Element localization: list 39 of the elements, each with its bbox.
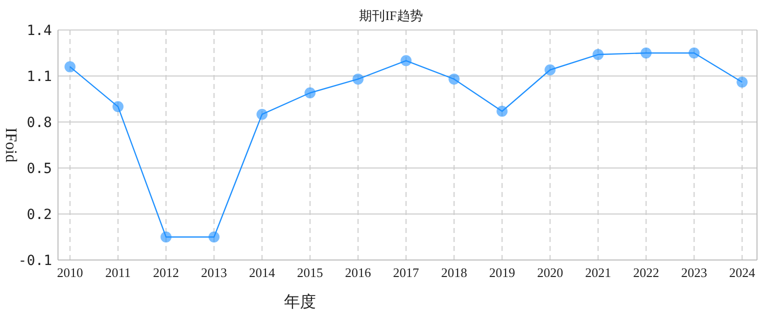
point — [112, 101, 124, 112]
point — [496, 106, 508, 117]
x-axis-title: 年度 — [284, 293, 316, 311]
point — [448, 74, 460, 85]
y-tick-label: 1.4 — [26, 23, 52, 39]
x-tick-label: 2014 — [249, 265, 276, 280]
point — [160, 232, 172, 242]
y-tick-label: -0.1 — [18, 253, 52, 269]
x-tick-label: 2020 — [537, 265, 564, 280]
y-axis-title: IFoid — [2, 128, 19, 162]
x-tick-label: 2024 — [729, 265, 756, 280]
y-tick-label: 0.8 — [26, 115, 52, 131]
point — [400, 55, 412, 66]
x-tick-label: 2017 — [393, 265, 420, 280]
point — [64, 61, 76, 72]
x-tick-label: 2013 — [201, 265, 228, 280]
x-tick-label: 2021 — [585, 265, 612, 280]
point — [256, 108, 268, 120]
point — [208, 232, 220, 242]
x-tick-label: 2018 — [441, 265, 468, 280]
point — [352, 74, 364, 85]
y-tick-label: 0.5 — [26, 161, 52, 177]
x-tick-label: 2023 — [681, 265, 708, 280]
point — [592, 49, 604, 60]
x-tick-label: 2015 — [297, 265, 324, 280]
point — [640, 48, 652, 58]
x-tick-label: 2022 — [633, 265, 660, 280]
x-tick-label: 2011 — [105, 265, 131, 280]
point — [688, 48, 700, 58]
x-tick-label: 2016 — [345, 265, 372, 280]
x-tick-label: 2012 — [153, 265, 180, 280]
x-tick-label: 2010 — [57, 265, 83, 280]
chart-title: 期刊IF趋势 — [359, 8, 423, 23]
point — [544, 64, 556, 76]
x-tick-label: 2019 — [489, 265, 516, 280]
point — [736, 76, 748, 88]
y-tick-label: 0.2 — [26, 207, 52, 223]
point — [304, 87, 316, 98]
y-tick-label: 1.1 — [26, 69, 52, 85]
